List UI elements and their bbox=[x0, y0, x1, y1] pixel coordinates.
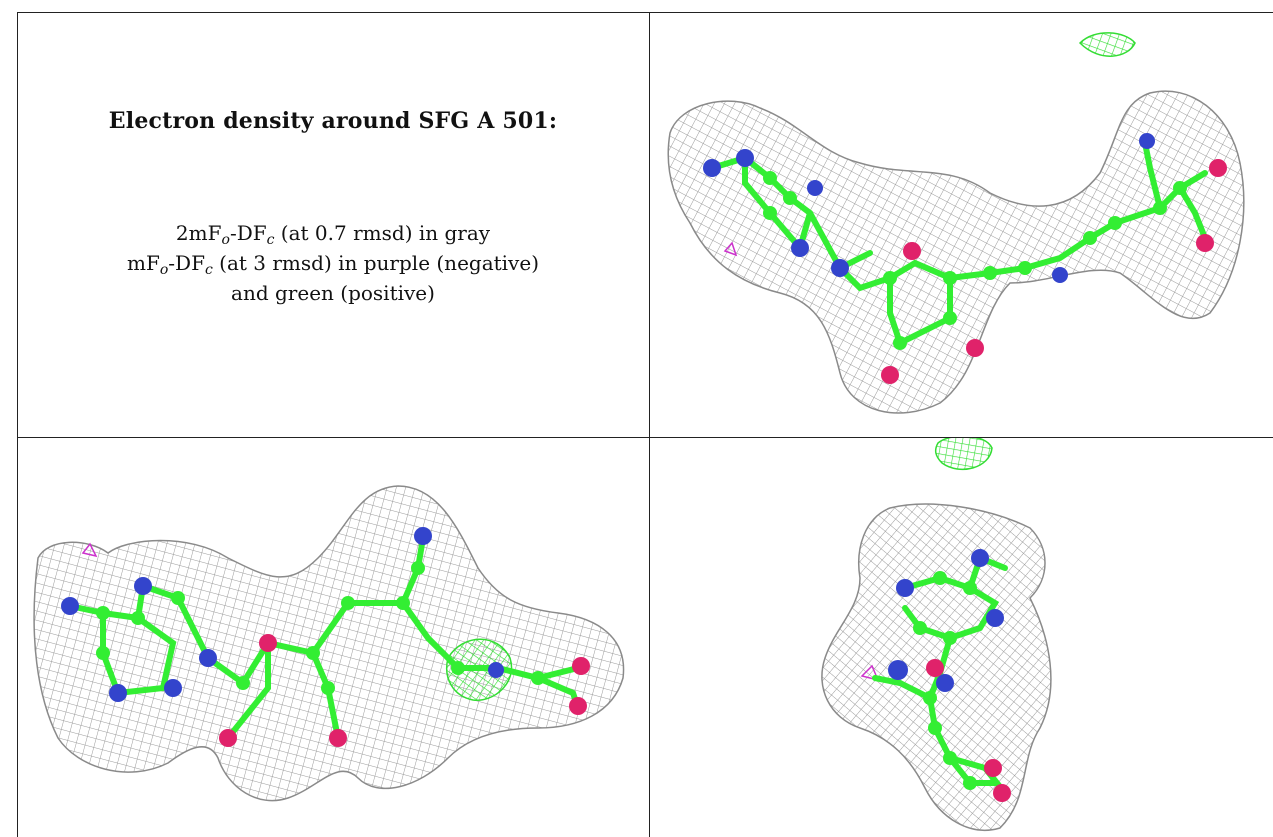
negative-density-blob bbox=[81, 542, 98, 558]
negative-density-blob bbox=[860, 664, 880, 682]
oxygen-atoms bbox=[881, 159, 1227, 384]
nitrogen-atoms bbox=[61, 527, 504, 702]
density-view-top-right bbox=[650, 13, 1273, 437]
table-top-rule bbox=[17, 12, 1273, 13]
nitrogen-atoms bbox=[703, 133, 1155, 283]
positive-density-blob bbox=[1078, 32, 1136, 57]
caption-line-2mfo: 2mFo-DFc (at 0.7 rmsd) in gray bbox=[175, 221, 491, 248]
mesh-surface bbox=[33, 485, 625, 802]
table-left-rule bbox=[17, 12, 18, 837]
caption-text: 2mFo-DFc (at 0.7 rmsd) in gray mFo-DFc (… bbox=[17, 218, 649, 308]
density-view-bottom-left bbox=[18, 438, 649, 837]
density-render-2 bbox=[33, 485, 625, 802]
density-render-3 bbox=[821, 438, 1052, 831]
table-center-rule bbox=[649, 12, 650, 837]
oxygen-atoms bbox=[926, 659, 1011, 802]
oxygen-atoms bbox=[219, 634, 590, 747]
table-middle-rule bbox=[17, 437, 1273, 438]
caption-title: Electron density around SFG A 501: bbox=[108, 108, 558, 134]
carbon-atoms bbox=[763, 171, 1187, 350]
density-view-bottom-right bbox=[650, 438, 1273, 837]
carbon-atoms bbox=[913, 571, 977, 790]
carbon-atoms bbox=[96, 561, 545, 695]
caption-line-green: and green (positive) bbox=[231, 281, 435, 305]
caption-cell: Electron density around SFG A 501: 2mFo-… bbox=[17, 12, 649, 437]
density-render-1 bbox=[667, 32, 1245, 414]
nitrogen-atoms bbox=[888, 549, 1004, 692]
mesh-surface bbox=[667, 90, 1245, 414]
positive-density-blob bbox=[934, 438, 993, 471]
caption-line-mfo: mFo-DFc (at 3 rmsd) in purple (negative) bbox=[127, 251, 539, 278]
negative-density-blob bbox=[723, 241, 738, 257]
